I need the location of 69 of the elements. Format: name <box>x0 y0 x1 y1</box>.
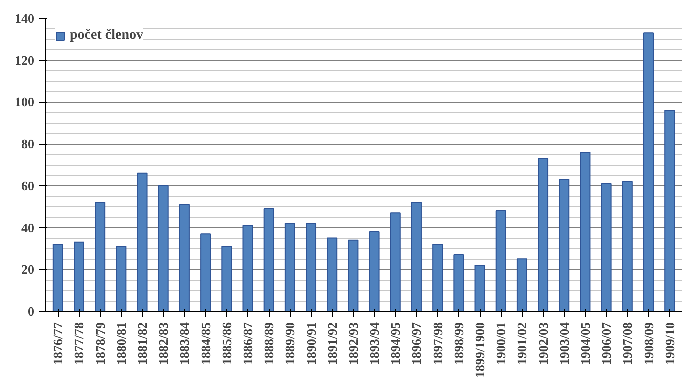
bar <box>52 244 64 312</box>
y-tick-label: 140 <box>15 11 34 26</box>
x-tick-label: 1908/09 <box>641 322 656 366</box>
bar <box>284 223 296 312</box>
bar <box>264 208 274 312</box>
x-tick-label: 1899/1900 <box>472 322 488 378</box>
x-tick-label: 1902/03 <box>536 322 551 366</box>
legend-label: počet členov <box>70 28 144 44</box>
x-tick-label: 1882/83 <box>156 322 172 366</box>
bar <box>516 258 528 312</box>
x-tick-label: 1903/04 <box>556 322 572 366</box>
x-tick-label: 1907/08 <box>620 322 636 366</box>
y-tick-label: 120 <box>15 52 34 68</box>
bar <box>327 238 338 312</box>
x-tick-label: 1904/05 <box>578 322 593 366</box>
y-tick-label: 60 <box>22 178 34 194</box>
x-tick-label: 1890/91 <box>304 322 319 366</box>
bar <box>664 110 676 312</box>
bar <box>242 225 254 312</box>
x-tick-label: 1885/86 <box>219 322 234 366</box>
bar <box>454 254 464 312</box>
bar <box>496 210 506 312</box>
bar <box>179 204 190 312</box>
y-tick-label: 0 <box>28 304 34 319</box>
y-tick-label: 100 <box>15 94 34 110</box>
x-tick-label: 1897/98 <box>430 322 446 366</box>
x-tick-label: 1894/95 <box>388 322 404 366</box>
bar <box>369 231 380 312</box>
x-tick-label: 1900/01 <box>494 322 509 366</box>
bar <box>95 202 106 312</box>
bar <box>348 240 359 312</box>
bar <box>306 223 317 312</box>
bar <box>474 264 486 312</box>
x-tick-label: 1876/77 <box>50 322 66 366</box>
bar <box>200 234 212 312</box>
bar <box>116 246 127 312</box>
y-tick-label: 40 <box>22 220 34 236</box>
x-tick-label: 1891/92 <box>324 322 340 366</box>
bar <box>74 242 84 312</box>
x-tick-label: 1878/79 <box>92 322 108 366</box>
x-tick-label: 1906/07 <box>599 322 614 366</box>
x-tick-label: 1896/97 <box>409 322 424 366</box>
x-tick-label: 1898/99 <box>451 322 466 366</box>
bar <box>538 158 549 312</box>
x-tick-label: 1883/84 <box>177 322 192 366</box>
x-tick-label: 1893/94 <box>367 322 382 366</box>
y-tick-label: 20 <box>22 262 34 278</box>
bar <box>411 202 422 312</box>
x-tick-label: 1889/90 <box>282 322 298 366</box>
bar <box>644 32 654 312</box>
x-tick-label: 1880/81 <box>114 322 129 366</box>
x-tick-label: 1909/10 <box>662 322 678 366</box>
x-tick-label: 1877/78 <box>72 322 87 366</box>
x-tick-label: 1886/87 <box>240 322 256 366</box>
bar <box>158 185 169 312</box>
bar <box>580 152 591 312</box>
bar <box>432 244 444 312</box>
bar <box>622 181 633 312</box>
bar <box>137 172 148 312</box>
x-tick-label: 1901/02 <box>514 322 530 366</box>
bar <box>601 183 612 312</box>
x-tick-label: 1892/93 <box>346 322 361 366</box>
bar <box>390 212 401 312</box>
x-tick-label: 1884/85 <box>198 322 214 366</box>
bar <box>559 179 570 312</box>
bar <box>222 246 232 312</box>
y-tick-label: 80 <box>22 136 34 152</box>
x-tick-label: 1881/82 <box>135 322 150 366</box>
x-tick-label: 1888/89 <box>262 322 277 366</box>
